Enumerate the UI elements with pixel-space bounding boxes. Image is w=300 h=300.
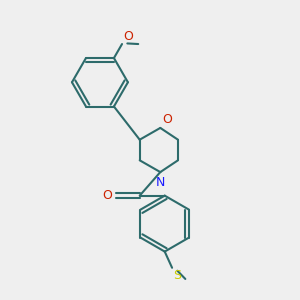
Text: O: O <box>103 189 112 202</box>
Text: O: O <box>163 113 172 126</box>
Text: S: S <box>174 269 182 282</box>
Text: O: O <box>123 30 133 43</box>
Text: N: N <box>156 176 165 189</box>
